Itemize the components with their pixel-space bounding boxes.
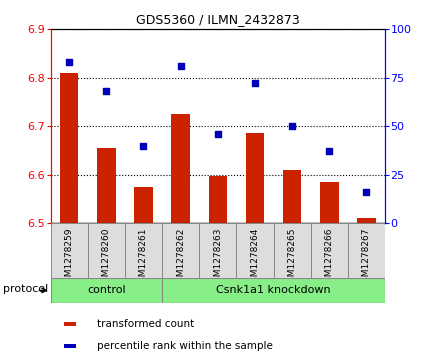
Bar	[171, 114, 190, 223]
Text: GSM1278267: GSM1278267	[362, 228, 371, 288]
Point	[251, 81, 258, 86]
Text: GSM1278261: GSM1278261	[139, 228, 148, 288]
Bar	[320, 182, 338, 223]
Point	[363, 189, 370, 195]
Bar	[209, 176, 227, 223]
Bar	[51, 278, 162, 303]
Point	[66, 59, 73, 65]
Point	[214, 131, 221, 137]
Title: GDS5360 / ILMN_2432873: GDS5360 / ILMN_2432873	[136, 13, 300, 26]
FancyBboxPatch shape	[236, 223, 274, 278]
FancyBboxPatch shape	[199, 223, 236, 278]
FancyBboxPatch shape	[162, 223, 199, 278]
Point	[326, 148, 333, 154]
Text: control: control	[87, 285, 126, 295]
Bar	[64, 322, 76, 326]
Text: GSM1278265: GSM1278265	[288, 228, 297, 288]
Text: GSM1278262: GSM1278262	[176, 228, 185, 288]
Bar	[60, 73, 78, 223]
FancyBboxPatch shape	[51, 223, 88, 278]
Text: GSM1278260: GSM1278260	[102, 228, 111, 288]
Bar	[283, 170, 301, 223]
Bar	[162, 278, 385, 303]
FancyBboxPatch shape	[348, 223, 385, 278]
Text: GSM1278259: GSM1278259	[65, 228, 73, 288]
Point	[140, 143, 147, 148]
Bar	[97, 148, 116, 223]
Bar	[134, 187, 153, 223]
FancyBboxPatch shape	[274, 223, 311, 278]
Bar	[246, 134, 264, 223]
Text: GSM1278266: GSM1278266	[325, 228, 334, 288]
FancyBboxPatch shape	[88, 223, 125, 278]
Text: GSM1278263: GSM1278263	[213, 228, 222, 288]
Text: Csnk1a1 knockdown: Csnk1a1 knockdown	[216, 285, 331, 295]
Text: percentile rank within the sample: percentile rank within the sample	[97, 341, 273, 351]
Point	[103, 88, 110, 94]
Text: transformed count: transformed count	[97, 319, 194, 329]
FancyBboxPatch shape	[125, 223, 162, 278]
Text: GSM1278264: GSM1278264	[250, 228, 260, 288]
Point	[177, 63, 184, 69]
Point	[289, 123, 296, 129]
FancyBboxPatch shape	[311, 223, 348, 278]
Text: protocol: protocol	[3, 284, 48, 294]
Bar	[357, 219, 376, 223]
Bar	[64, 344, 76, 348]
